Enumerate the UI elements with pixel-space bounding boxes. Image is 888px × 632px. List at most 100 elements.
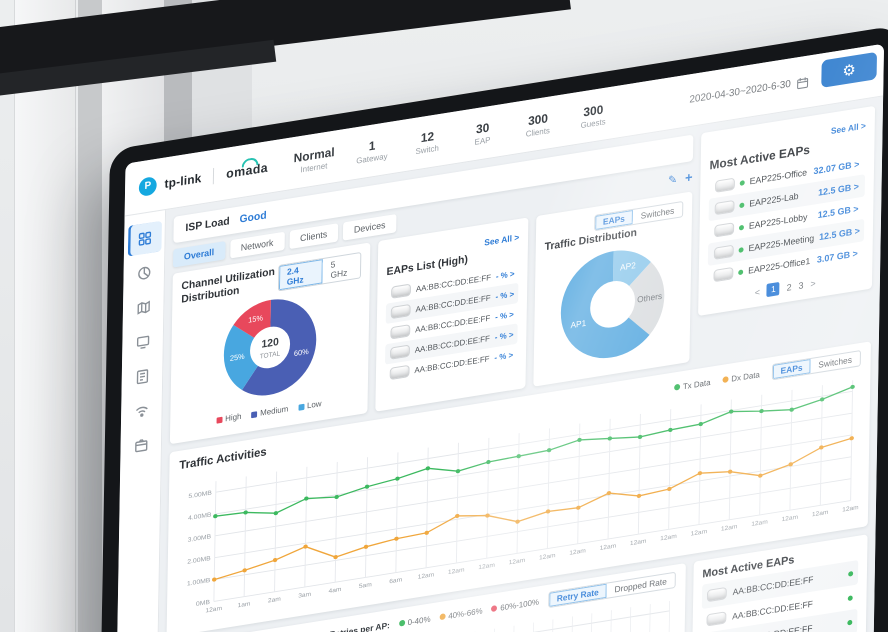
svg-text:12am: 12am xyxy=(751,519,768,528)
sidebar-item-statistics[interactable] xyxy=(127,255,161,291)
monitor-bezel: P tp-link omada Normal Internet 1 Gateway … xyxy=(96,24,888,632)
traffic-distribution-panel: EAPs Switches Traffic Distribution AP2 Ot… xyxy=(533,191,693,387)
channel-utilization-donut: 60% 25% 15% 120 TOTAL xyxy=(220,289,321,411)
sidebar-nav xyxy=(112,209,167,632)
ta-tab-switches[interactable]: Switches xyxy=(818,354,853,371)
traffic-activities-chart: 5.00MB 4.00MB 3.00MB 2.00MB 1.00MB 0MB 12am 1am… xyxy=(177,370,861,628)
tplink-logo-text: tp-link xyxy=(164,170,202,191)
eaps-list-panel: See All > EAPs List (High) AA:BB:CC:DD:E… xyxy=(375,217,529,412)
window-pillar xyxy=(14,0,76,632)
calendar-icon[interactable] xyxy=(797,75,809,89)
svg-text:Others: Others xyxy=(637,291,662,305)
isp-load-label: ISP Load xyxy=(185,215,230,235)
legend-40-66: 40%-66% xyxy=(439,606,483,622)
stat-clients: 300 Clients xyxy=(525,110,550,139)
svg-text:60%: 60% xyxy=(294,347,309,358)
top-header: P tp-link omada Normal Internet 1 Gateway … xyxy=(124,43,885,217)
settings-button[interactable]: ⚙ xyxy=(821,51,878,88)
tab-devices[interactable]: Devices xyxy=(342,213,397,241)
ap-device-thumb xyxy=(706,611,727,627)
svg-text:1.00MB: 1.00MB xyxy=(187,577,211,587)
sidebar-item-insight[interactable] xyxy=(125,359,159,395)
legend-0-40: 0-40% xyxy=(398,614,431,628)
ap-device-thumb xyxy=(391,283,412,299)
page-3[interactable]: 3 xyxy=(798,279,804,291)
svg-text:5.00MB: 5.00MB xyxy=(188,490,212,500)
svg-text:12am: 12am xyxy=(781,514,798,523)
legend-60-100: 60%-100% xyxy=(491,597,539,614)
stat-internet: Normal Internet xyxy=(293,144,335,175)
sidebar-item-wifi[interactable] xyxy=(124,393,158,429)
svg-text:15%: 15% xyxy=(248,314,263,325)
status-dot xyxy=(739,179,745,186)
status-dot xyxy=(848,570,854,577)
tplink-logo-icon: P xyxy=(138,175,157,197)
svg-text:1am: 1am xyxy=(238,601,251,610)
page-prev[interactable]: < xyxy=(754,286,761,298)
svg-text:2.00MB: 2.00MB xyxy=(187,555,211,565)
svg-text:12am: 12am xyxy=(660,533,677,542)
svg-text:12am: 12am xyxy=(600,543,617,552)
stat-guests: 300 Guests xyxy=(580,101,606,130)
status-dot xyxy=(738,268,744,275)
svg-text:12am: 12am xyxy=(205,605,222,614)
traffic-distribution-donut: AP2 Others AP1 xyxy=(556,239,669,375)
page-2[interactable]: 2 xyxy=(786,281,792,293)
status-dot xyxy=(847,594,853,601)
sidebar-item-map[interactable] xyxy=(126,290,160,326)
ap-device-thumb xyxy=(390,324,411,340)
svg-text:12am: 12am xyxy=(478,562,495,571)
date-range-picker[interactable]: 2020-04-30~2020-6-30 xyxy=(689,78,791,106)
insight-doc-icon xyxy=(136,369,148,385)
log-box-icon xyxy=(134,439,147,453)
legend-swatch xyxy=(491,605,498,613)
band-2g[interactable]: 2.4 GHz xyxy=(278,259,323,291)
svg-text:2am: 2am xyxy=(268,596,281,605)
tab-overall[interactable]: Overall xyxy=(172,241,226,268)
gear-icon: ⚙ xyxy=(842,60,856,81)
svg-text:12am: 12am xyxy=(691,528,708,537)
svg-text:12am: 12am xyxy=(812,509,829,518)
see-all-link[interactable]: See All > xyxy=(830,120,866,137)
retry-rate-panel: Retry Rate/Dropped Rate Retries per AP: … xyxy=(163,563,686,632)
svg-text:AP1: AP1 xyxy=(570,318,586,331)
status-dot xyxy=(739,201,745,208)
brand-divider xyxy=(213,167,215,184)
isp-load-status[interactable]: Good xyxy=(239,209,267,226)
tab-clients[interactable]: Clients xyxy=(289,223,339,250)
sidebar-item-log[interactable] xyxy=(124,428,158,464)
sidebar-item-clients[interactable] xyxy=(126,324,160,360)
ap-device-thumb xyxy=(715,177,735,193)
sidebar-item-dashboard[interactable] xyxy=(127,220,162,257)
ap-device-thumb xyxy=(714,222,735,238)
status-dot xyxy=(847,619,853,626)
page-1[interactable]: 1 xyxy=(766,281,780,298)
svg-text:120: 120 xyxy=(261,336,279,351)
stat-switch: 12 Switch xyxy=(415,128,439,156)
ap-device-thumb xyxy=(713,266,734,283)
svg-text:25%: 25% xyxy=(230,352,245,363)
band-5g[interactable]: 5 GHz xyxy=(330,259,348,281)
edit-icon[interactable]: ✎ xyxy=(668,173,678,187)
svg-text:12am: 12am xyxy=(630,538,647,547)
legend-swatch xyxy=(398,619,405,627)
page-next[interactable]: > xyxy=(810,277,816,289)
legend-high: High xyxy=(216,412,242,425)
add-icon[interactable]: + xyxy=(685,168,693,185)
svg-text:4.00MB: 4.00MB xyxy=(188,512,212,522)
ta-tab-eaps[interactable]: EAPs xyxy=(772,359,811,380)
brand-logos: P tp-link omada xyxy=(138,158,268,197)
svg-text:12am: 12am xyxy=(842,504,859,513)
retries-per-ap-label: Retries per AP: xyxy=(329,620,390,632)
clients-icon xyxy=(136,335,149,349)
wifi-icon xyxy=(135,406,148,417)
map-icon xyxy=(136,300,150,315)
svg-text:5am: 5am xyxy=(359,582,372,591)
svg-text:12am: 12am xyxy=(539,552,556,561)
svg-text:AP2: AP2 xyxy=(620,260,636,273)
see-all-link[interactable]: See All > xyxy=(484,231,520,248)
svg-text:12am: 12am xyxy=(509,557,526,566)
tab-network[interactable]: Network xyxy=(229,231,285,259)
stat-eap: 30 EAP xyxy=(474,119,491,147)
